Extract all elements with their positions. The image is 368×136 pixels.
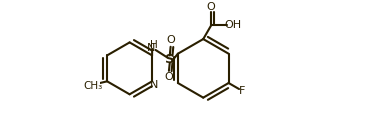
Text: OH: OH bbox=[224, 20, 241, 30]
Text: F: F bbox=[239, 86, 245, 96]
Text: H: H bbox=[151, 40, 158, 50]
Text: N: N bbox=[149, 80, 158, 90]
Text: CH₃: CH₃ bbox=[84, 81, 103, 91]
Text: O: O bbox=[207, 2, 216, 12]
Text: O: O bbox=[166, 35, 175, 45]
Text: S: S bbox=[165, 53, 174, 66]
Text: N: N bbox=[147, 43, 156, 53]
Text: O: O bbox=[164, 72, 173, 82]
